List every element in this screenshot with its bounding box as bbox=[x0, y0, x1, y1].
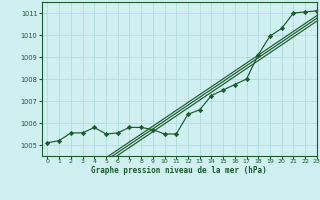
X-axis label: Graphe pression niveau de la mer (hPa): Graphe pression niveau de la mer (hPa) bbox=[91, 166, 267, 175]
